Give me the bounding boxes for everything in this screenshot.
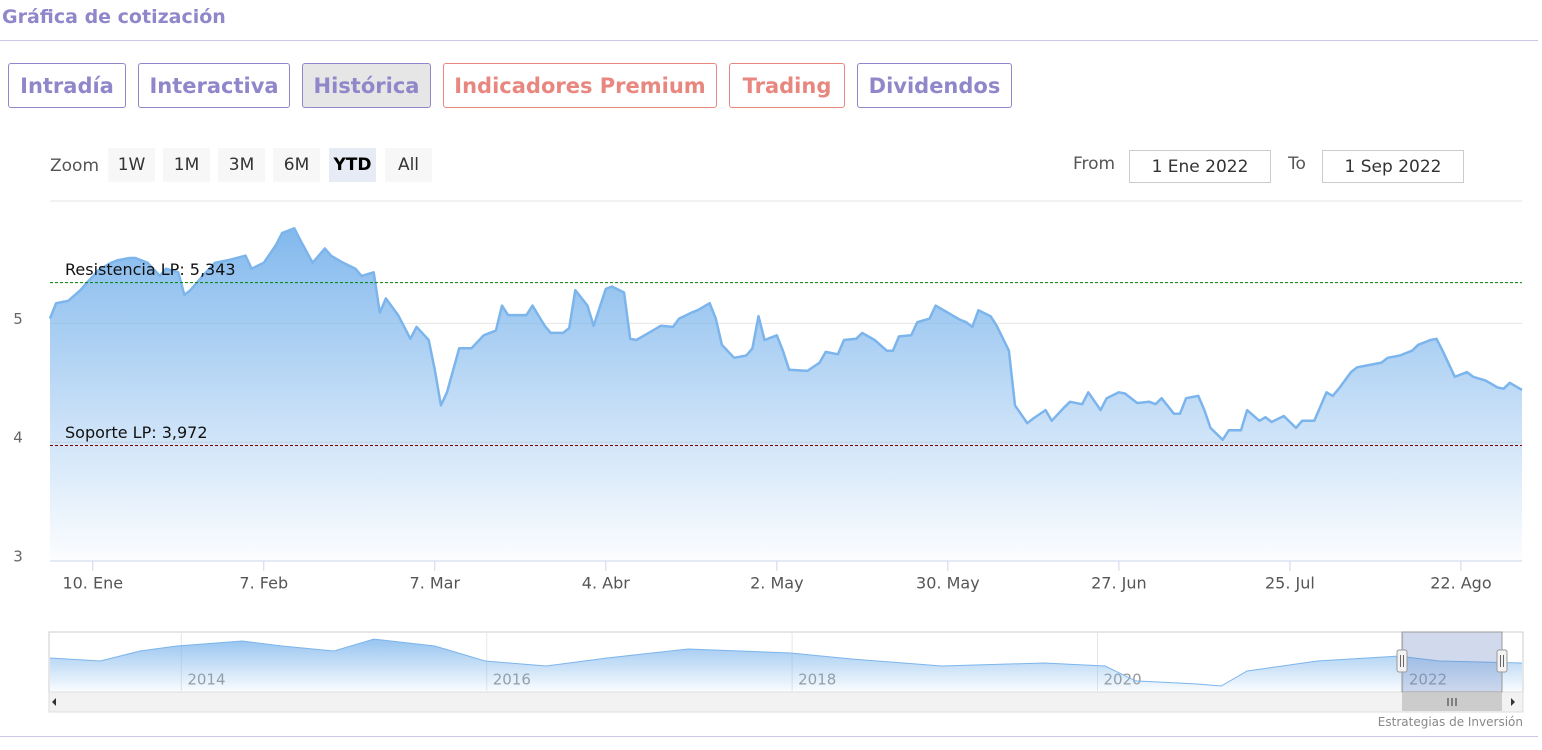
navigator-handle xyxy=(1496,649,1508,673)
y-tick-label: 5 xyxy=(13,310,23,328)
y-tick-label: 3 xyxy=(13,548,23,566)
navigator-area xyxy=(50,639,1522,691)
navigator-line xyxy=(49,638,1523,687)
plot-line-label: Resistencia LP: 5,343 xyxy=(65,260,236,279)
x-tick-label: 30. May xyxy=(916,574,980,593)
navigator-handle xyxy=(1396,649,1408,673)
handle-grip xyxy=(1400,655,1404,667)
divider xyxy=(0,736,1538,737)
thumb-grip xyxy=(1447,698,1457,706)
area-fill xyxy=(50,228,1522,562)
zoom-button[interactable]: All xyxy=(385,148,432,182)
divider xyxy=(0,40,1538,41)
from-input[interactable]: 1 Ene 2022 xyxy=(1129,150,1271,183)
plot-line-label: Soporte LP: 3,972 xyxy=(65,423,208,442)
y-tick-label: 4 xyxy=(13,429,23,447)
handle-grip xyxy=(1500,655,1504,667)
navigator-window xyxy=(1401,631,1503,693)
x-tick-label: 27. Jun xyxy=(1091,574,1147,593)
x-tick-label: 10. Ene xyxy=(62,574,123,593)
x-tick-label: 4. Abr xyxy=(582,574,630,593)
scrollbar-track xyxy=(70,693,1502,711)
to-label: To xyxy=(1288,154,1306,174)
tab[interactable]: Interactiva xyxy=(138,63,290,108)
tab[interactable]: Indicadores Premium xyxy=(443,63,717,108)
credit: Estrategias de Inversión xyxy=(1377,715,1523,729)
scroll-left[interactable] xyxy=(52,698,56,706)
header-title: Gráfica de cotización xyxy=(2,6,226,28)
x-tick-label: 7. Feb xyxy=(239,574,288,593)
tab[interactable]: Intradía xyxy=(8,63,126,108)
zoom-button[interactable]: 3M xyxy=(218,148,265,182)
from-label: From xyxy=(1073,154,1116,174)
x-tick-label: 25. Jul xyxy=(1265,574,1315,593)
zoom-button[interactable]: YTD xyxy=(329,148,376,182)
tab[interactable]: Dividendos xyxy=(857,63,1012,108)
zoom-button[interactable]: 1M xyxy=(163,148,210,182)
price-line xyxy=(48,227,1523,442)
tab[interactable]: Trading xyxy=(729,63,845,108)
x-tick-label: 7. Mar xyxy=(410,574,461,593)
x-tick-label: 22. Ago xyxy=(1430,574,1491,593)
zoom-button[interactable]: 1W xyxy=(108,148,155,182)
zoom-label: Zoom xyxy=(50,156,100,176)
x-tick-label: 2. May xyxy=(750,574,803,593)
to-input[interactable]: 1 Sep 2022 xyxy=(1322,150,1464,183)
zoom-button[interactable]: 6M xyxy=(273,148,320,182)
scroll-right[interactable] xyxy=(1511,698,1515,706)
tab[interactable]: Histórica xyxy=(302,63,431,108)
